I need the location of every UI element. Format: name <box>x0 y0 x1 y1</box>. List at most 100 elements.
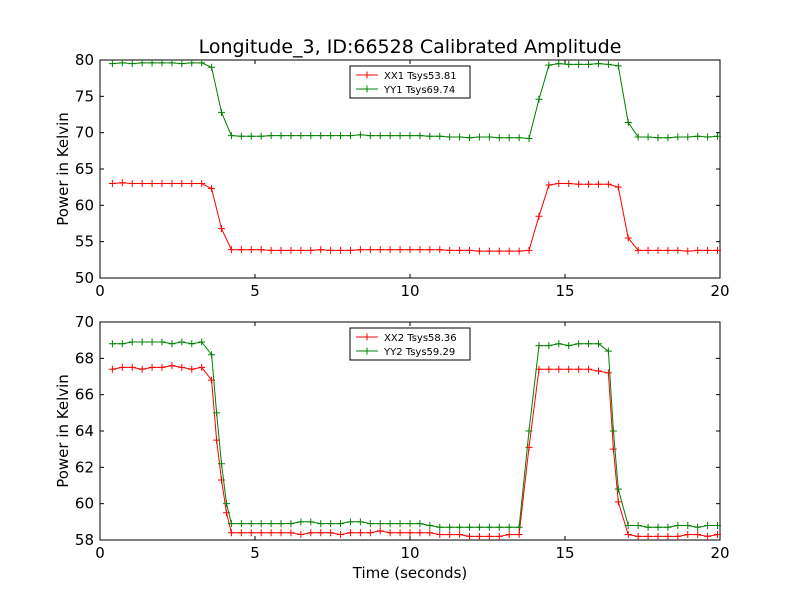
data-point <box>346 246 354 254</box>
data-point <box>594 367 602 375</box>
data-point <box>535 212 543 220</box>
data-point <box>208 63 216 71</box>
data-point <box>604 369 612 377</box>
data-point <box>585 365 593 373</box>
data-point <box>168 362 176 370</box>
data-point <box>108 365 116 373</box>
legend-label: YY1 Tsys69.74 <box>383 85 455 96</box>
data-point <box>575 60 583 68</box>
data-point <box>684 133 692 141</box>
data-point <box>257 246 265 254</box>
data-point <box>118 363 126 371</box>
data-point <box>108 180 116 188</box>
data-point <box>624 521 632 529</box>
data-point <box>624 531 632 539</box>
data-point <box>237 520 245 528</box>
data-point <box>287 529 295 537</box>
data-point <box>505 247 513 255</box>
data-point <box>227 520 235 528</box>
data-point <box>446 133 454 141</box>
data-point <box>386 520 394 528</box>
data-point <box>565 342 573 350</box>
data-point <box>168 340 176 348</box>
data-point <box>198 180 206 188</box>
legend-label: YY2 Tsys59.29 <box>383 347 455 358</box>
data-point <box>178 180 186 188</box>
data-point <box>704 521 712 529</box>
data-point <box>575 365 583 373</box>
data-point <box>515 531 523 539</box>
data-point <box>446 246 454 254</box>
data-point <box>684 247 692 255</box>
data-point <box>565 180 573 188</box>
data-point <box>456 133 464 141</box>
data-point <box>456 246 464 254</box>
data-point <box>609 445 617 453</box>
data-point <box>466 246 474 254</box>
data-point <box>198 59 206 67</box>
x-tick-label: 0 <box>95 282 105 300</box>
data-point <box>475 247 483 255</box>
data-point <box>168 59 176 67</box>
data-point <box>694 246 702 254</box>
data-point <box>396 520 404 528</box>
data-point <box>267 529 275 537</box>
data-point <box>406 132 414 140</box>
data-point <box>585 180 593 188</box>
x-tick-label: 20 <box>710 544 729 562</box>
data-point <box>327 132 335 140</box>
data-point <box>609 427 617 435</box>
data-point <box>624 118 632 126</box>
data-point <box>614 183 622 191</box>
data-point <box>138 338 146 346</box>
data-point <box>674 521 682 529</box>
data-point <box>426 132 434 140</box>
data-point <box>426 521 434 529</box>
data-point <box>555 340 563 348</box>
data-point <box>555 180 563 188</box>
x-tick-label: 15 <box>555 282 574 300</box>
x-tick-label: 5 <box>250 282 260 300</box>
data-point <box>118 340 126 348</box>
data-point <box>475 133 483 141</box>
data-point <box>614 498 622 506</box>
data-point <box>416 132 424 140</box>
data-point <box>356 246 364 254</box>
data-point <box>475 523 483 531</box>
data-point <box>267 520 275 528</box>
data-point <box>227 246 235 254</box>
data-point <box>674 133 682 141</box>
data-point <box>664 523 672 531</box>
data-point <box>604 60 612 68</box>
data-point <box>227 529 235 537</box>
data-point <box>535 342 543 350</box>
data-point <box>614 62 622 70</box>
legend-box <box>349 327 471 361</box>
data-point <box>684 531 692 539</box>
data-point <box>188 340 196 348</box>
data-point <box>396 132 404 140</box>
data-point <box>346 529 354 537</box>
data-point <box>297 531 305 539</box>
data-point <box>208 351 216 359</box>
data-point <box>247 529 255 537</box>
data-point <box>277 529 285 537</box>
data-point <box>218 460 226 468</box>
data-point <box>416 246 424 254</box>
data-point <box>247 132 255 140</box>
y-tick-label: 64 <box>75 422 94 440</box>
data-point <box>108 60 116 68</box>
data-point <box>257 529 265 537</box>
y-tick-label: 65 <box>75 160 94 178</box>
data-point <box>634 133 642 141</box>
data-point <box>287 132 295 140</box>
data-point <box>307 132 315 140</box>
data-point <box>664 134 672 142</box>
data-point <box>227 132 235 140</box>
chart-title: Longitude_3, ID:66528 Calibrated Amplitu… <box>199 36 622 58</box>
data-point <box>297 518 305 526</box>
data-point <box>213 409 221 417</box>
data-point <box>287 246 295 254</box>
data-point <box>337 520 345 528</box>
data-point <box>555 365 563 373</box>
